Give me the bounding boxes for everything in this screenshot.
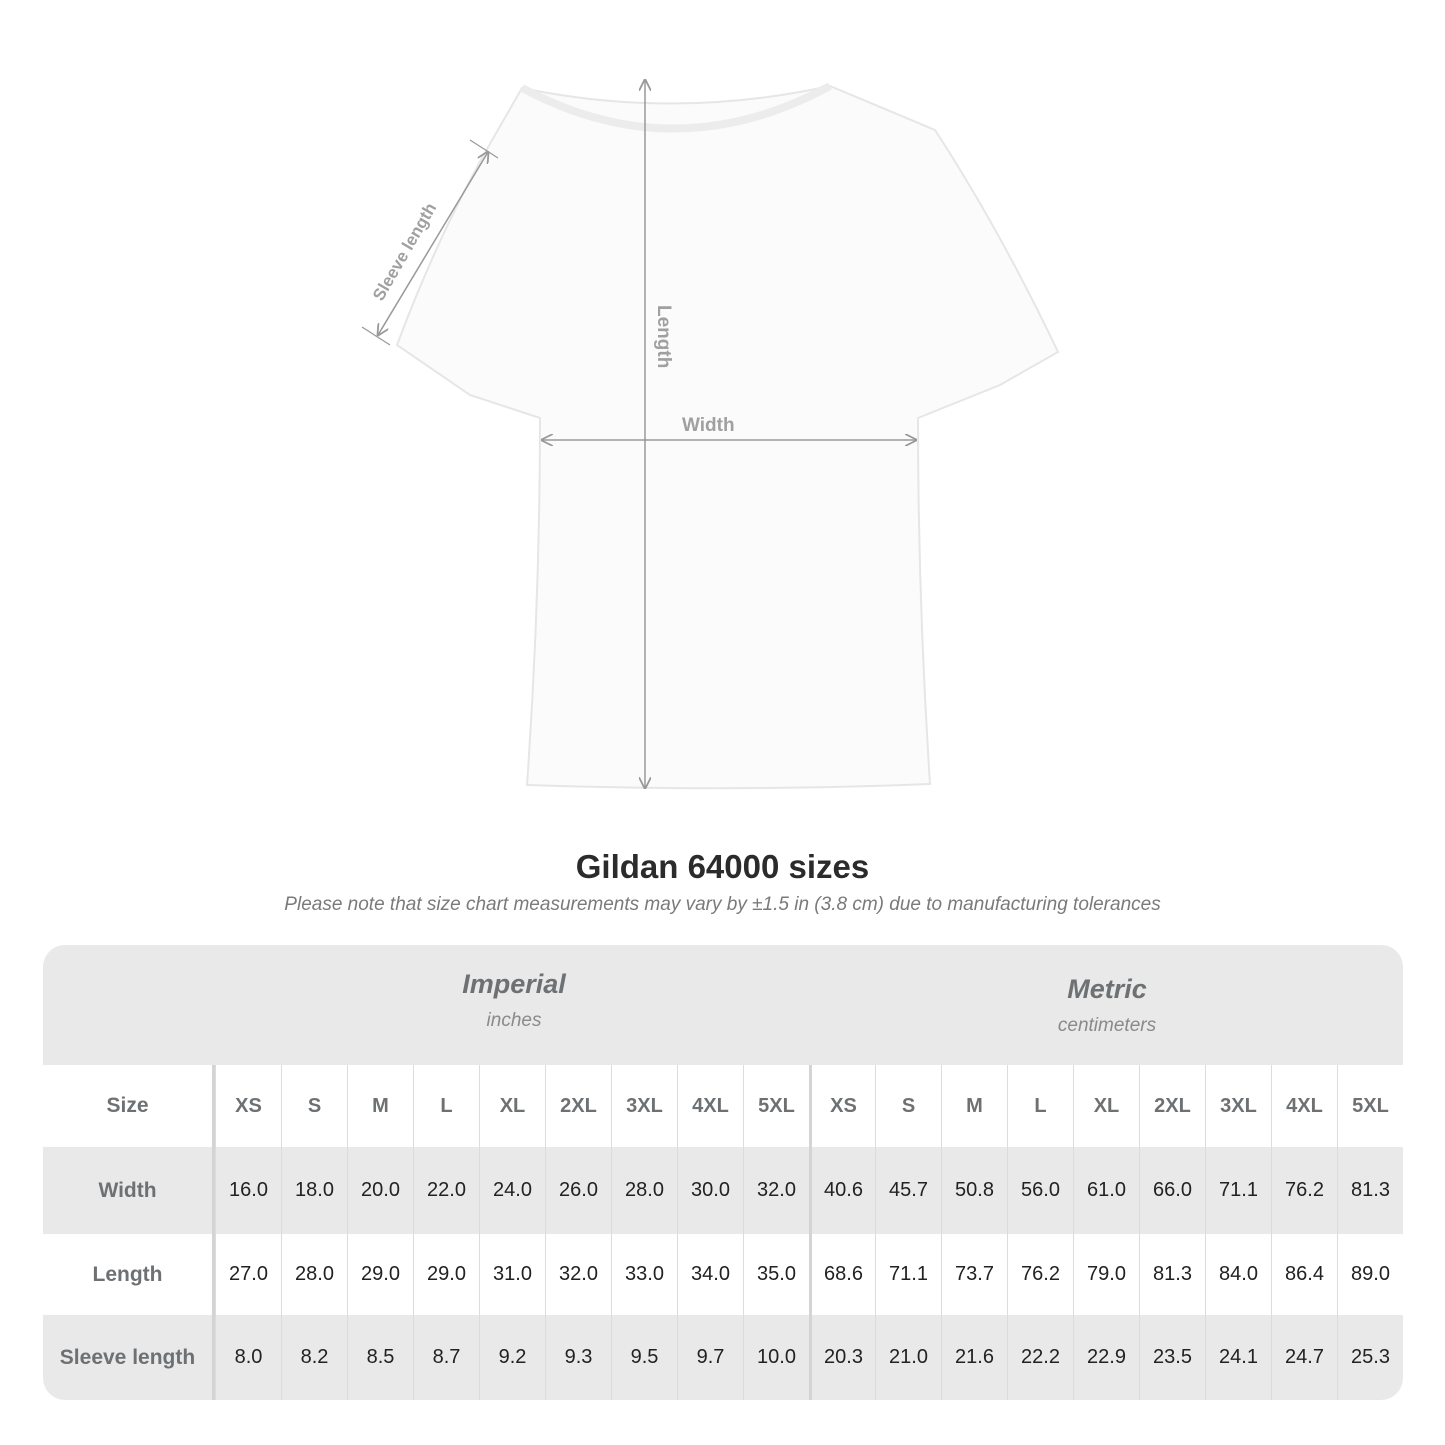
page-title: Gildan 64000 sizes bbox=[575, 848, 870, 885]
metric-sleeve-cell: 21.6 bbox=[941, 1315, 1007, 1400]
row-label: Sleeve length bbox=[43, 1315, 215, 1400]
imperial-length-cell: 27.0 bbox=[215, 1234, 281, 1315]
row-label: Length bbox=[43, 1234, 215, 1315]
imperial-length-cell: 34.0 bbox=[677, 1234, 743, 1315]
imperial-sleeve-cell: 8.2 bbox=[281, 1315, 347, 1400]
imperial-length-cell: 35.0 bbox=[743, 1234, 809, 1315]
metric-width-cell: 66.0 bbox=[1139, 1147, 1205, 1234]
imperial-size-header: 2XL bbox=[545, 1065, 611, 1147]
metric-width-cell: 50.8 bbox=[941, 1147, 1007, 1234]
imperial-width-cell: 24.0 bbox=[479, 1147, 545, 1234]
row-label: Width bbox=[43, 1147, 215, 1234]
metric-width-cell: 81.3 bbox=[1337, 1147, 1403, 1234]
imperial-width-cell: 28.0 bbox=[611, 1147, 677, 1234]
metric-width-cell: 61.0 bbox=[1073, 1147, 1139, 1234]
sleeve-arrow bbox=[378, 152, 488, 335]
metric-width-cell: 56.0 bbox=[1007, 1147, 1073, 1234]
metric-length-cell: 79.0 bbox=[1073, 1234, 1139, 1315]
metric-size-header: 3XL bbox=[1205, 1065, 1271, 1147]
metric-length-cell: 81.3 bbox=[1139, 1234, 1205, 1315]
table-row-length: Length 27.0 28.0 29.0 29.0 31.0 32.0 33.0 34.0 35… bbox=[43, 1234, 1403, 1315]
imperial-sleeve-cell: 10.0 bbox=[743, 1315, 809, 1400]
imperial-size-header: S bbox=[281, 1065, 347, 1147]
table-row-size: Size XS S M L XL 2XL 3XL 4XL 5XL XS S M L XL 2XL 3XL 4XL 5… bbox=[43, 1065, 1403, 1147]
width-label: Width bbox=[682, 415, 735, 436]
metric-length-cell: 89.0 bbox=[1337, 1234, 1403, 1315]
metric-sleeve-cell: 24.1 bbox=[1205, 1315, 1271, 1400]
imperial-sleeve-cell: 9.5 bbox=[611, 1315, 677, 1400]
imperial-sleeve-cell: 8.5 bbox=[347, 1315, 413, 1400]
imperial-length-cell: 33.0 bbox=[611, 1234, 677, 1315]
metric-sleeve-cell: 24.7 bbox=[1271, 1315, 1337, 1400]
imperial-sleeve-cell: 8.0 bbox=[215, 1315, 281, 1400]
imperial-label: Imperial bbox=[462, 969, 566, 999]
imperial-size-header: M bbox=[347, 1065, 413, 1147]
length-label: Length bbox=[653, 305, 674, 368]
imperial-unit: inches bbox=[486, 1010, 542, 1031]
metric-sleeve-cell: 25.3 bbox=[1337, 1315, 1403, 1400]
imperial-size-header: L bbox=[413, 1065, 479, 1147]
metric-width-cell: 45.7 bbox=[875, 1147, 941, 1234]
metric-size-header: M bbox=[941, 1065, 1007, 1147]
imperial-size-header: XL bbox=[479, 1065, 545, 1147]
metric-label: Metric bbox=[1067, 974, 1147, 1004]
imperial-sleeve-cell: 8.7 bbox=[413, 1315, 479, 1400]
imperial-header: Imperial inches bbox=[217, 969, 811, 1087]
imperial-width-cell: 18.0 bbox=[281, 1147, 347, 1234]
tolerance-note: Please note that size chart measurements… bbox=[284, 894, 1161, 915]
tshirt-body bbox=[395, 84, 1060, 790]
metric-length-cell: 68.6 bbox=[809, 1234, 875, 1315]
tshirt-diagram: Sleeve length Length Width bbox=[361, 0, 1060, 790]
imperial-length-cell: 28.0 bbox=[281, 1234, 347, 1315]
imperial-size-header: XS bbox=[215, 1065, 281, 1147]
imperial-size-header: 3XL bbox=[611, 1065, 677, 1147]
metric-sleeve-cell: 23.5 bbox=[1139, 1315, 1205, 1400]
imperial-width-cell: 30.0 bbox=[677, 1147, 743, 1234]
metric-unit: centimeters bbox=[1057, 1015, 1157, 1036]
metric-length-cell: 71.1 bbox=[875, 1234, 941, 1315]
metric-sleeve-cell: 21.0 bbox=[875, 1315, 941, 1400]
metric-sleeve-cell: 22.9 bbox=[1073, 1315, 1139, 1400]
imperial-length-cell: 29.0 bbox=[347, 1234, 413, 1315]
imperial-width-cell: 26.0 bbox=[545, 1147, 611, 1234]
metric-length-cell: 73.7 bbox=[941, 1234, 1007, 1315]
imperial-width-cell: 20.0 bbox=[347, 1147, 413, 1234]
metric-size-header: S bbox=[875, 1065, 941, 1147]
metric-size-header: 5XL bbox=[1337, 1065, 1403, 1147]
imperial-sleeve-cell: 9.2 bbox=[479, 1315, 545, 1400]
metric-width-cell: 40.6 bbox=[809, 1147, 875, 1234]
imperial-length-cell: 32.0 bbox=[545, 1234, 611, 1315]
table-row-sleeve: Sleeve length 8.0 8.2 8.5 8.7 9.2 9.3 9.5 9.7 10.… bbox=[43, 1315, 1403, 1400]
imperial-width-cell: 22.0 bbox=[413, 1147, 479, 1234]
imperial-sleeve-cell: 9.3 bbox=[545, 1315, 611, 1400]
imperial-sleeve-cell: 9.7 bbox=[677, 1315, 743, 1400]
metric-width-cell: 76.2 bbox=[1271, 1147, 1337, 1234]
metric-header: Metric centimeters bbox=[811, 974, 1403, 1092]
imperial-length-cell: 29.0 bbox=[413, 1234, 479, 1315]
metric-size-header: L bbox=[1007, 1065, 1073, 1147]
row-label: Size bbox=[43, 1065, 215, 1147]
imperial-size-header: 5XL bbox=[743, 1065, 809, 1147]
imperial-size-header: 4XL bbox=[677, 1065, 743, 1147]
metric-size-header: XS bbox=[809, 1065, 875, 1147]
metric-sleeve-cell: 20.3 bbox=[809, 1315, 875, 1400]
imperial-width-cell: 16.0 bbox=[215, 1147, 281, 1234]
metric-length-cell: 86.4 bbox=[1271, 1234, 1337, 1315]
size-table: Imperial inches Metric centimeters Size X… bbox=[43, 945, 1403, 1400]
table-row-width: Width 16.0 18.0 20.0 22.0 24.0 26.0 28.0 30.0 32.… bbox=[43, 1147, 1403, 1234]
metric-length-cell: 76.2 bbox=[1007, 1234, 1073, 1315]
metric-size-header: 2XL bbox=[1139, 1065, 1205, 1147]
metric-size-header: XL bbox=[1073, 1065, 1139, 1147]
imperial-width-cell: 32.0 bbox=[743, 1147, 809, 1234]
tshirt-collar bbox=[520, 82, 832, 133]
imperial-length-cell: 31.0 bbox=[479, 1234, 545, 1315]
metric-sleeve-cell: 22.2 bbox=[1007, 1315, 1073, 1400]
metric-length-cell: 84.0 bbox=[1205, 1234, 1271, 1315]
metric-size-header: 4XL bbox=[1271, 1065, 1337, 1147]
metric-width-cell: 71.1 bbox=[1205, 1147, 1271, 1234]
